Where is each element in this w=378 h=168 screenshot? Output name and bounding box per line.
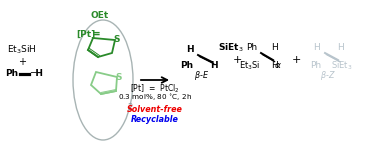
Text: H: H xyxy=(210,61,218,71)
Text: [Pt]  =  PtCl$_2$: [Pt] = PtCl$_2$ xyxy=(130,83,180,95)
Text: =: = xyxy=(92,29,101,39)
Text: H: H xyxy=(337,44,343,52)
Text: +: + xyxy=(18,57,26,67)
Text: SiEt$_3$: SiEt$_3$ xyxy=(218,42,243,54)
Text: SiEt$_3$: SiEt$_3$ xyxy=(331,60,353,72)
Text: 2: 2 xyxy=(127,103,133,113)
Text: H: H xyxy=(186,46,194,54)
Text: Et$_3$SiH: Et$_3$SiH xyxy=(7,44,37,56)
Text: +: + xyxy=(291,55,301,65)
Text: ─H: ─H xyxy=(30,70,43,78)
Text: Ph: Ph xyxy=(246,44,257,52)
Text: $\alpha$: $\alpha$ xyxy=(274,61,282,71)
Text: [Pt]: [Pt] xyxy=(76,30,95,38)
Text: Et$_3$Si: Et$_3$Si xyxy=(239,60,261,72)
Text: Ph: Ph xyxy=(5,70,18,78)
Text: Ph: Ph xyxy=(180,61,194,71)
Text: $\beta$-$E$: $\beta$-$E$ xyxy=(194,69,209,81)
Text: H: H xyxy=(271,44,277,52)
Text: H: H xyxy=(271,61,277,71)
Text: H: H xyxy=(313,44,319,52)
Text: S: S xyxy=(114,35,120,45)
Text: $\beta$-$Z$: $\beta$-$Z$ xyxy=(320,69,336,81)
Text: 0.3 mol%, 80 $^{\circ}$C, 2h: 0.3 mol%, 80 $^{\circ}$C, 2h xyxy=(118,93,192,103)
Text: OEt: OEt xyxy=(91,11,109,20)
Text: S: S xyxy=(116,74,122,82)
Text: Solvent-free: Solvent-free xyxy=(127,104,183,114)
Text: +: + xyxy=(232,55,242,65)
Text: Ph: Ph xyxy=(310,61,322,71)
Text: Recyclable: Recyclable xyxy=(131,115,179,123)
